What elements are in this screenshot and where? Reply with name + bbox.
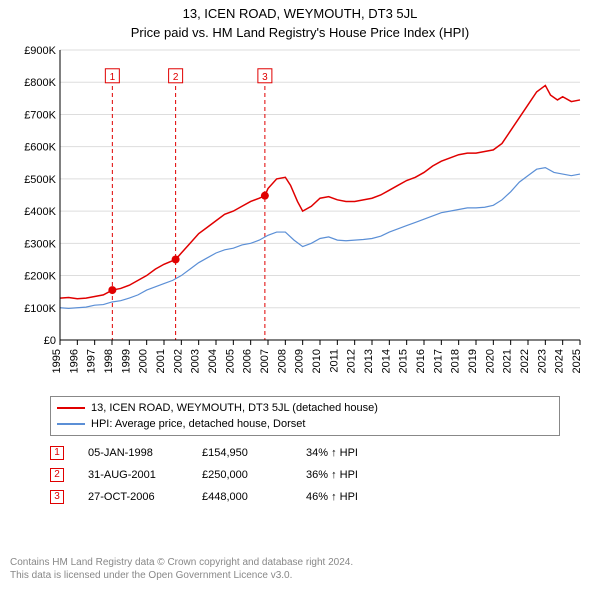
svg-text:1997: 1997 (86, 349, 98, 373)
svg-text:2023: 2023 (536, 349, 548, 373)
svg-text:2018: 2018 (450, 349, 462, 373)
svg-text:£600K: £600K (24, 142, 56, 154)
legend-item: HPI: Average price, detached house, Dors… (57, 416, 553, 432)
svg-text:£700K: £700K (24, 109, 56, 121)
svg-text:2003: 2003 (190, 349, 202, 373)
sale-date: 05-JAN-1998 (88, 447, 178, 459)
sale-date: 31-AUG-2001 (88, 469, 178, 481)
sale-price: £154,950 (202, 447, 282, 459)
svg-text:2025: 2025 (571, 349, 583, 373)
legend-swatch (57, 407, 85, 409)
chart-title: 13, ICEN ROAD, WEYMOUTH, DT3 5JL (0, 0, 600, 23)
svg-text:£900K: £900K (24, 46, 56, 57)
sale-row: 1 05-JAN-1998 £154,950 34% ↑ HPI (50, 442, 600, 464)
svg-text:1: 1 (110, 72, 116, 83)
footer-line-1: Contains HM Land Registry data © Crown c… (10, 557, 590, 570)
svg-text:2015: 2015 (398, 349, 410, 373)
svg-text:3: 3 (262, 72, 268, 83)
svg-text:2: 2 (173, 72, 179, 83)
legend-swatch (57, 423, 85, 425)
svg-text:2000: 2000 (138, 349, 150, 373)
sale-delta: 46% ↑ HPI (306, 491, 396, 503)
svg-text:£300K: £300K (24, 238, 56, 250)
svg-text:2012: 2012 (346, 349, 358, 373)
chart-area: £0 £100K £200K £300K £400K £500K £600K £700K £80… (10, 46, 590, 396)
chart-subtitle: Price paid vs. HM Land Registry's House … (0, 23, 600, 40)
sales-table: 1 05-JAN-1998 £154,950 34% ↑ HPI 2 31-AUG-200… (50, 442, 600, 508)
legend-label: HPI: Average price, detached house, Dors… (91, 418, 305, 430)
svg-text:£100K: £100K (24, 303, 56, 315)
sale-row: 2 31-AUG-2001 £250,000 36% ↑ HPI (50, 464, 600, 486)
svg-text:£500K: £500K (24, 174, 56, 186)
svg-text:£200K: £200K (24, 270, 56, 282)
svg-text:2006: 2006 (242, 349, 254, 373)
sale-marker: 3 (50, 490, 64, 504)
legend-item: 13, ICEN ROAD, WEYMOUTH, DT3 5JL (detach… (57, 400, 553, 416)
svg-text:2024: 2024 (554, 349, 566, 373)
svg-text:£800K: £800K (24, 77, 56, 89)
footer-line-2: This data is licensed under the Open Gov… (10, 570, 590, 583)
svg-text:2022: 2022 (519, 349, 531, 373)
sale-marker: 2 (50, 468, 64, 482)
footer-attribution: Contains HM Land Registry data © Crown c… (0, 553, 600, 586)
svg-text:1999: 1999 (120, 349, 132, 373)
svg-text:1996: 1996 (68, 349, 80, 373)
svg-text:2020: 2020 (484, 349, 496, 373)
sale-date: 27-OCT-2006 (88, 491, 178, 503)
sale-price: £448,000 (202, 491, 282, 503)
legend: 13, ICEN ROAD, WEYMOUTH, DT3 5JL (detach… (50, 396, 560, 436)
svg-text:2009: 2009 (294, 349, 306, 373)
legend-label: 13, ICEN ROAD, WEYMOUTH, DT3 5JL (detach… (91, 402, 378, 414)
svg-text:2019: 2019 (467, 349, 479, 373)
svg-text:2001: 2001 (155, 349, 167, 373)
svg-text:2013: 2013 (363, 349, 375, 373)
line-chart: £0 £100K £200K £300K £400K £500K £600K £700K £80… (10, 46, 590, 396)
svg-text:2016: 2016 (415, 349, 427, 373)
svg-text:£400K: £400K (24, 206, 56, 218)
sale-row: 3 27-OCT-2006 £448,000 46% ↑ HPI (50, 486, 600, 508)
svg-text:2005: 2005 (224, 349, 236, 373)
sale-price: £250,000 (202, 469, 282, 481)
sale-delta: 36% ↑ HPI (306, 469, 396, 481)
svg-text:2007: 2007 (259, 349, 271, 373)
svg-text:2021: 2021 (502, 349, 514, 373)
svg-text:1995: 1995 (51, 349, 63, 373)
svg-text:2010: 2010 (311, 349, 323, 373)
svg-text:2014: 2014 (380, 349, 392, 373)
svg-text:2004: 2004 (207, 349, 219, 373)
svg-text:2017: 2017 (432, 349, 444, 373)
svg-text:1998: 1998 (103, 349, 115, 373)
sale-marker: 1 (50, 446, 64, 460)
svg-text:2008: 2008 (276, 349, 288, 373)
svg-text:2011: 2011 (328, 349, 340, 373)
sale-delta: 34% ↑ HPI (306, 447, 396, 459)
svg-text:£0: £0 (44, 335, 56, 347)
svg-text:2002: 2002 (172, 349, 184, 373)
